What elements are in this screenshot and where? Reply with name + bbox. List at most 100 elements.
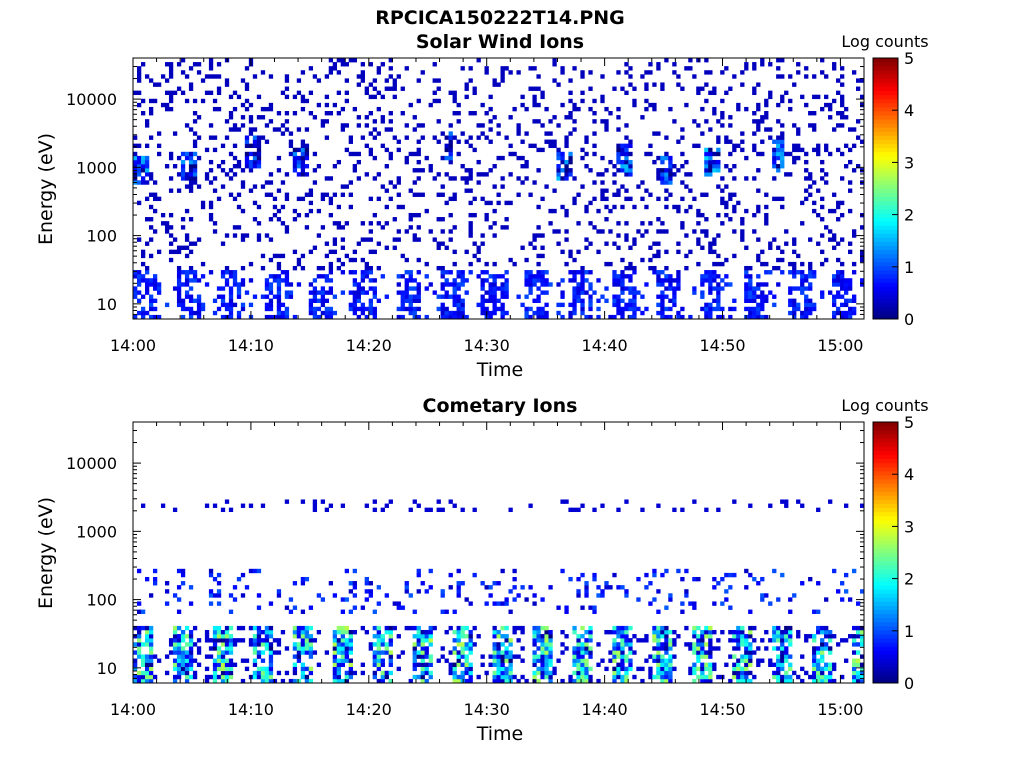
spectrogram-cell — [256, 634, 262, 639]
spectrogram-cell — [520, 646, 525, 651]
colorbar-segment — [873, 454, 898, 460]
spectrogram-cell — [236, 282, 242, 287]
spectrogram-cell — [260, 265, 266, 271]
colorbar-segment — [873, 507, 898, 513]
spectrogram-cell — [764, 298, 769, 303]
spectrogram-cell — [708, 127, 713, 132]
spectrogram-cell — [700, 666, 705, 672]
spectrogram-cell — [248, 625, 254, 631]
spectrogram-cell — [328, 278, 334, 283]
spectrogram-cell — [848, 286, 853, 291]
spectrogram-cell — [544, 629, 549, 635]
spectrogram-cell — [408, 225, 413, 230]
spectrogram-cell — [376, 585, 381, 590]
spectrogram-cell — [488, 290, 493, 295]
spectrogram-cell — [412, 180, 417, 185]
spectrogram-cell — [536, 286, 541, 291]
spectrogram-cell — [260, 115, 266, 120]
spectrogram-cell — [708, 650, 713, 655]
spectrogram-cell — [208, 74, 214, 79]
spectrogram-cell — [224, 629, 230, 635]
spectrogram-cell — [332, 666, 338, 672]
spectrogram-cell — [532, 282, 537, 287]
spectrogram-cell — [420, 674, 425, 680]
spectrogram-cell — [644, 98, 649, 104]
spectrogram-cell — [736, 629, 741, 635]
spectrogram-cell — [812, 646, 817, 651]
spectrogram-cell — [584, 670, 589, 676]
spectrogram-cell — [412, 674, 417, 680]
spectrogram-cell — [824, 662, 829, 667]
spectrogram-cell — [748, 650, 753, 655]
spectrogram-cell — [812, 274, 817, 279]
spectrogram-cell — [624, 634, 629, 639]
spectrogram-cell — [332, 249, 338, 255]
spectrogram-cell — [700, 278, 705, 283]
spectrogram-cell — [652, 625, 657, 631]
spectrogram-cell — [564, 634, 569, 639]
spectrogram-cell — [580, 646, 585, 651]
spectrogram-cell — [824, 257, 829, 263]
spectrogram-cell — [764, 204, 769, 210]
spectrogram-cell — [136, 678, 142, 684]
spectrogram-cell — [788, 310, 793, 316]
spectrogram-cell — [396, 654, 401, 659]
spectrogram-cell — [756, 204, 761, 210]
spectrogram-cell — [156, 151, 162, 157]
spectrogram-cell — [476, 58, 481, 63]
spectrogram-cell — [488, 662, 493, 667]
spectrogram-cell — [776, 625, 781, 631]
spectrogram-cell — [352, 585, 357, 590]
spectrogram-cell — [364, 265, 369, 271]
spectrogram-cell — [332, 670, 338, 676]
spectrogram-cell — [552, 62, 557, 67]
spectrogram-cell — [540, 274, 545, 279]
spectrogram-cell — [148, 666, 154, 672]
spectrogram-cell — [312, 115, 318, 120]
spectrogram-cell — [676, 634, 681, 639]
spectrogram-cell — [332, 662, 338, 667]
spectrogram-cell — [276, 298, 282, 303]
spectrogram-cell — [352, 168, 357, 173]
spectrogram-cell — [720, 70, 725, 75]
spectrogram-cell — [308, 111, 314, 116]
spectrogram-cell — [508, 638, 513, 643]
spectrogram-cell — [848, 278, 853, 283]
spectrogram-cell — [376, 629, 381, 635]
spectrogram-cell — [764, 127, 769, 132]
spectrogram-cell — [340, 184, 346, 189]
spectrogram-cell — [744, 294, 749, 299]
spectrogram-cell — [376, 90, 381, 96]
spectrogram-cell — [384, 221, 389, 226]
spectrogram-cell — [252, 151, 258, 157]
spectrogram-cell — [428, 507, 433, 513]
spectrogram-cell — [672, 62, 677, 67]
spectrogram-cell — [624, 666, 629, 672]
spectrogram-cell — [684, 568, 689, 574]
spectrogram-cell — [504, 674, 509, 680]
spectrogram-cell — [272, 253, 278, 259]
spectrogram-cell — [144, 638, 150, 643]
spectrogram-cell — [508, 658, 513, 663]
spectrogram-cell — [268, 172, 274, 177]
spectrogram-cell — [580, 74, 585, 79]
spectrogram-cell — [176, 294, 182, 299]
spectrogram-cell — [852, 70, 857, 75]
spectrogram-cell — [332, 650, 338, 655]
spectrogram-cell — [412, 658, 417, 663]
spectrogram-cell — [144, 290, 150, 295]
spectrogram-cell — [276, 670, 282, 676]
spectrogram-cell — [580, 184, 585, 189]
spectrogram-cell — [708, 172, 713, 177]
spectrogram-cell — [572, 650, 577, 655]
spectrogram-cell — [276, 111, 282, 116]
spectrogram-cell — [348, 646, 353, 651]
spectrogram-cell — [612, 678, 617, 684]
spectrogram-cell — [856, 662, 861, 667]
spectrogram-cell — [728, 151, 733, 157]
spectrogram-cell — [424, 662, 429, 667]
spectrogram-cell — [716, 212, 721, 218]
spectrogram-cell — [572, 646, 577, 651]
spectrogram-cell — [236, 286, 242, 291]
spectrogram-cell — [440, 654, 445, 659]
